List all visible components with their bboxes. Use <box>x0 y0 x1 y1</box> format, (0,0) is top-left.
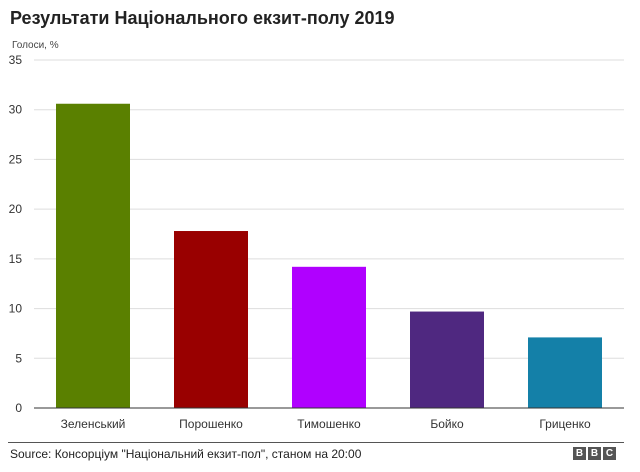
x-tick-label: Бойко <box>430 417 464 431</box>
x-tick-labels: Зеленський Порошенко Тимошенко Бойко Гриценк… <box>61 417 591 431</box>
x-tick-label: Зеленський <box>61 417 126 431</box>
y-tick-label: 35 <box>9 53 23 67</box>
bar <box>56 103 130 409</box>
y-tick-label: 5 <box>15 351 22 365</box>
bbc-logo-letter: B <box>573 447 586 460</box>
x-tick-label: Тимошенко <box>297 417 361 431</box>
bars <box>56 103 602 409</box>
chart-title: Результати Національного екзит-полу 2019 <box>10 8 395 28</box>
y-tick-label: 15 <box>9 252 23 266</box>
x-tick-label: Порошенко <box>179 417 243 431</box>
x-tick-label: Гриценко <box>539 417 591 431</box>
y-tick-label: 25 <box>9 152 23 166</box>
bar <box>292 266 366 408</box>
bar-chart: Голоси, % 0 5 10 15 20 25 30 35 Зеленський Порош… <box>9 40 624 431</box>
y-tick-label: 30 <box>9 103 23 117</box>
bbc-logo: B B C <box>573 447 616 460</box>
bar <box>410 311 484 408</box>
y-tick-label: 20 <box>9 202 23 216</box>
y-axis-label: Голоси, % <box>12 40 59 51</box>
y-tick-label: 0 <box>15 401 22 415</box>
bar <box>528 337 602 408</box>
bbc-logo-letter: B <box>588 447 601 460</box>
y-tick-label: 10 <box>9 302 23 316</box>
bbc-logo-letter: C <box>603 447 616 460</box>
source-note: Source: Консорціум "Національний екзит-п… <box>10 447 362 461</box>
y-tick-labels: 0 5 10 15 20 25 30 35 <box>9 53 23 415</box>
footer-divider <box>8 442 624 443</box>
bar <box>174 231 248 408</box>
